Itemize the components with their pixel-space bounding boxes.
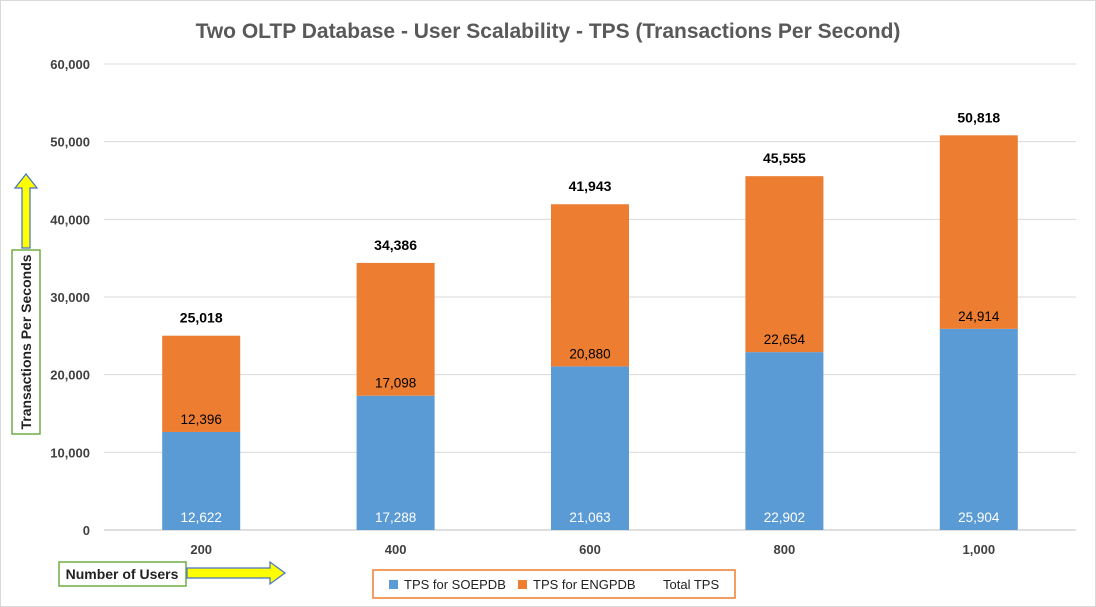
y-axis-label: Transactions Per Seconds	[18, 254, 34, 429]
legend-label-soepdb: TPS for SOEPDB	[404, 577, 506, 592]
legend: TPS for SOEPDB TPS for ENGPDB Total TPS	[372, 569, 736, 599]
x-tick-label: 200	[190, 542, 212, 557]
y-tick-label: 60,000	[50, 57, 90, 72]
chart-title: Two OLTP Database - User Scalability - T…	[196, 20, 901, 43]
data-label-soepdb: 21,063	[569, 510, 610, 525]
legend-label-total: Total TPS	[663, 577, 719, 592]
bar-segment-soepdb	[162, 431, 241, 530]
y-tick-label: 50,000	[50, 135, 90, 150]
legend-swatch-soepdb	[389, 580, 398, 589]
bar-segment-soepdb	[939, 328, 1018, 530]
data-label-soepdb: 12,622	[181, 510, 222, 525]
data-label-engpdb: 24,914	[958, 309, 1000, 324]
bar-segment-engpdb	[162, 335, 241, 432]
data-label-total: 45,555	[763, 150, 806, 166]
legend-swatch-engpdb	[518, 580, 527, 589]
data-label-total: 25,018	[180, 310, 223, 326]
x-axis-annotation: Number of Users	[58, 560, 287, 587]
bar-segment-engpdb	[745, 176, 824, 353]
bars	[162, 135, 1018, 530]
data-label-soepdb: 25,904	[958, 510, 1000, 525]
x-tick-label: 400	[385, 542, 407, 557]
y-tick-label: 20,000	[50, 368, 90, 383]
legend-label-engpdb: TPS for ENGPDB	[533, 577, 636, 592]
data-label-engpdb: 22,654	[764, 332, 806, 347]
data-label-total: 34,386	[374, 237, 417, 253]
bar-segment-engpdb	[356, 262, 435, 396]
bar-segment-soepdb	[745, 352, 824, 530]
right-arrow-icon	[186, 560, 287, 586]
data-labels: 0 10,000 20,000 30,000 40,000 50,000 60,000 12,…	[50, 57, 1000, 557]
data-label-soepdb: 22,902	[764, 510, 805, 525]
bar-segment-engpdb	[939, 135, 1018, 329]
data-label-engpdb: 20,880	[569, 346, 610, 361]
data-label-total: 50,818	[957, 109, 1000, 125]
y-tick-label: 0	[83, 523, 90, 538]
bar-segment-engpdb	[551, 204, 629, 367]
bar-segment-soepdb	[551, 366, 629, 530]
legend-box	[372, 569, 736, 599]
x-tick-label: 800	[774, 542, 796, 557]
bar-segment-soepdb	[356, 395, 435, 530]
data-label-soepdb: 17,288	[375, 510, 416, 525]
y-tick-label: 30,000	[50, 290, 90, 305]
data-label-engpdb: 17,098	[375, 376, 416, 391]
data-label-total: 41,943	[569, 178, 612, 194]
up-arrow-icon	[13, 173, 39, 249]
x-tick-label: 600	[579, 542, 601, 557]
y-tick-label: 10,000	[50, 445, 90, 460]
x-axis-label-box	[58, 561, 187, 587]
x-tick-label: 1,000	[963, 542, 996, 557]
y-axis-label-box	[11, 249, 41, 435]
y-axis-annotation: Transactions Per Seconds	[11, 173, 41, 435]
y-tick-label: 40,000	[50, 212, 90, 227]
x-axis-label: Number of Users	[66, 566, 179, 582]
data-label-engpdb: 12,396	[181, 412, 222, 427]
